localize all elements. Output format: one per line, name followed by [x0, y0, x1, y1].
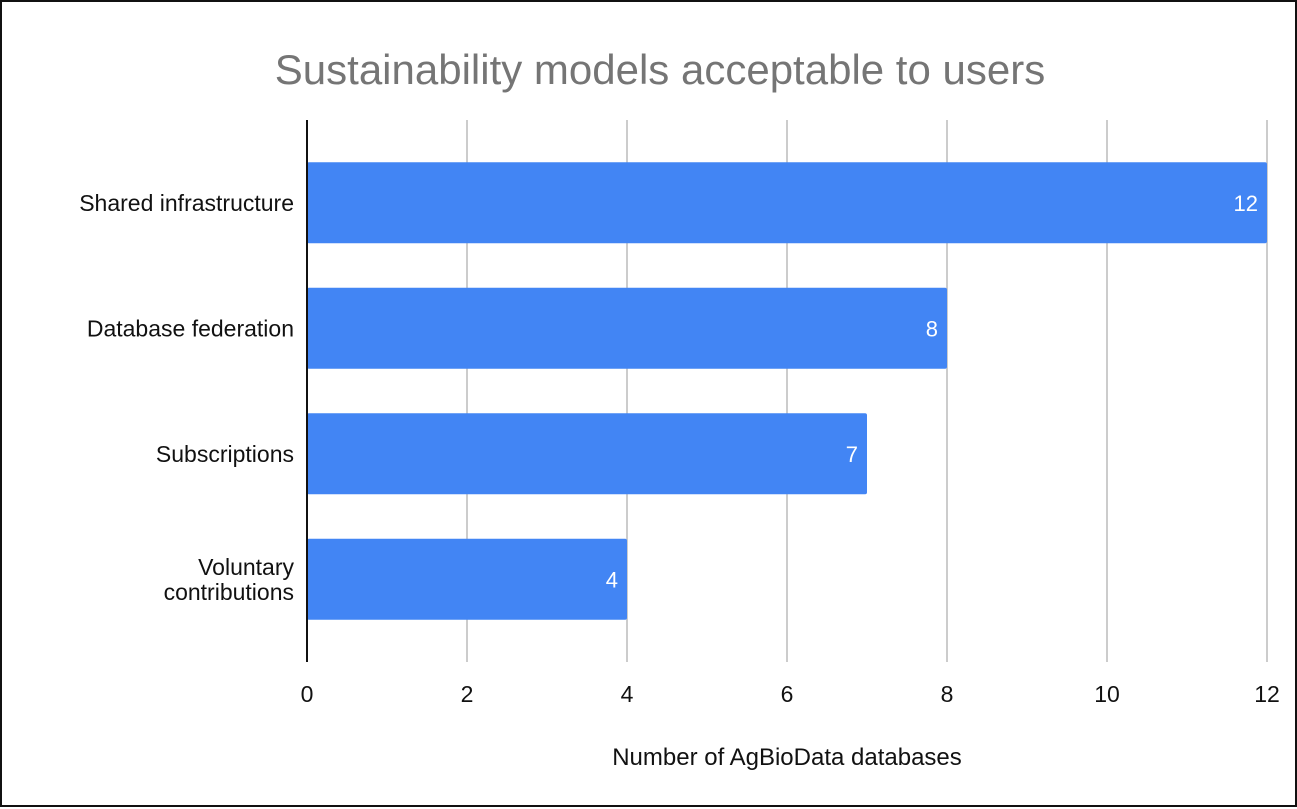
x-tick-label: 2 — [461, 681, 474, 707]
chart-title: Sustainability models acceptable to user… — [274, 46, 1046, 93]
category-label: Shared infrastructure — [79, 190, 294, 216]
x-tick-label: 6 — [781, 681, 794, 707]
bar — [307, 538, 627, 620]
x-axis-title: Number of AgBioData databases — [612, 744, 962, 771]
category-label: contributions — [164, 579, 294, 605]
x-tick-label: 10 — [1094, 681, 1120, 707]
category-label: Subscriptions — [156, 441, 294, 467]
x-tick-label: 8 — [941, 681, 954, 707]
x-tick-label: 12 — [1254, 681, 1280, 707]
category-label: Voluntary — [198, 554, 294, 580]
bar-data-label: 8 — [926, 316, 938, 341]
bar — [307, 287, 947, 369]
bar — [307, 162, 1267, 244]
bar — [307, 413, 867, 495]
bar-data-label: 7 — [846, 442, 858, 467]
x-tick-label: 4 — [621, 681, 634, 707]
bar-data-label: 4 — [606, 567, 618, 592]
x-tick-label: 0 — [301, 681, 314, 707]
bar-data-label: 12 — [1234, 191, 1258, 216]
category-label: Database federation — [87, 315, 294, 341]
